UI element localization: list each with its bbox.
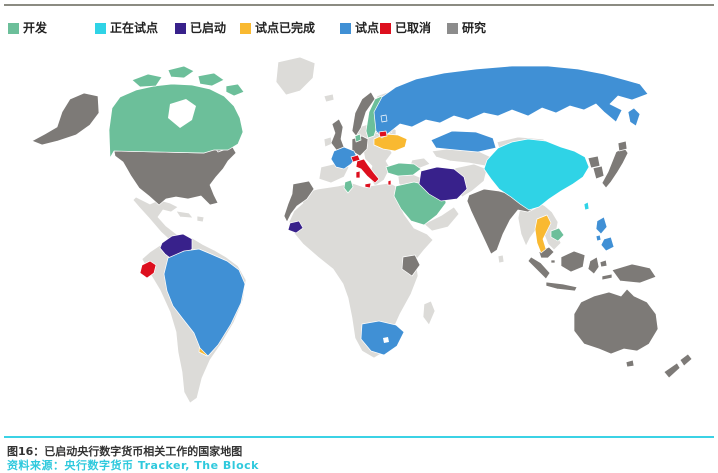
country-estonia [380,114,388,123]
country-brazil [163,248,246,357]
country-canada-arctic-islands [167,65,195,79]
country-kazakhstan [430,130,497,153]
legend-item-launched: 已启动 [175,21,226,35]
country-philippines [595,234,602,242]
piloting-swatch-icon [95,22,106,34]
country-russia [373,65,649,139]
legend-label: 已启动 [190,21,227,35]
country-morocco [283,180,315,223]
legend-label: 试点 [355,21,380,35]
legend-item-research: 研究 [447,21,486,35]
country-denmark [354,133,362,143]
island-java [545,281,578,292]
country-malaysia [538,246,555,259]
launched-swatch-icon [175,22,186,34]
continent-africa [288,182,434,359]
country-turkey [385,162,422,177]
legend-label: 开发 [23,21,48,35]
legend-label: 正在试点 [110,21,159,35]
legend-item-pilot-completed: 试点已完成 [240,21,315,35]
country-japan-hokkaido [617,140,628,152]
legend-item-cancelled: 已取消 [380,21,431,35]
country-kenya [401,254,421,277]
legend-label: 试点已完成 [255,21,316,35]
legend-label: 研究 [462,21,487,35]
country-senegal [287,220,304,234]
island-borneo [560,250,586,273]
country-philippines [595,216,608,235]
country-italy [355,158,380,184]
country-canada-arctic-islands [197,72,225,87]
country-canada-arctic-islands [131,73,163,88]
legend-label: 已取消 [395,21,432,35]
country-canada-arctic-islands [225,83,245,97]
country-australia [573,288,659,355]
country-ireland [323,136,333,148]
country-cuba [175,210,194,219]
bottom-divider-rule [4,436,714,438]
pilot-swatch-icon [340,22,351,34]
country-thailand [534,214,552,254]
island-sulawesi [587,256,600,275]
country-hispaniola [196,215,205,223]
country-north-korea [587,155,601,169]
figure-caption: 图16：已启动央行数字货币相关工作的国家地图 [7,445,243,458]
island-moluccas [601,273,613,281]
country-iran [418,166,468,202]
country-new-zealand-south [663,362,681,379]
world-map [31,56,693,404]
country-france [330,146,358,170]
country-greenland [275,56,316,96]
island-sicily [364,182,372,189]
island-sakhalin [627,107,641,127]
development-swatch-icon [8,22,19,34]
country-japan [601,146,629,189]
hudson-bay [168,99,196,128]
country-ukraine [373,133,408,152]
country-switzerland [350,154,361,163]
country-taiwan [583,201,590,211]
cancelled-swatch-icon [380,22,391,34]
country-singapore [550,259,556,264]
country-alaska [31,92,100,146]
country-philippines [600,236,615,252]
island-tasmania [625,359,635,368]
country-lesotho [383,337,389,343]
island-sardinia [355,170,361,179]
country-tunisia [343,179,354,194]
legend-item-development: 开发 [8,21,47,35]
research-swatch-icon [447,22,458,34]
pilot-completed-swatch-icon [240,22,251,34]
island-timor [599,259,608,268]
top-divider-rule [4,4,714,6]
country-uk [330,118,345,152]
country-ecuador [139,260,157,279]
legend-item-piloting: 正在试点 [95,21,158,35]
country-new-zealand-north [679,353,693,367]
island-new-guinea [611,263,657,284]
country-cambodia [550,227,565,242]
country-madagascar [422,300,436,326]
country-south-africa [360,320,405,356]
country-china [483,138,590,211]
country-iceland [323,93,335,103]
figure-source: 资料来源：央行数字货币 Tracker, The Block [7,459,259,472]
country-south-korea [592,165,605,180]
legend-item-pilot: 试点 [340,21,379,35]
country-sri-lanka [497,254,505,264]
country-israel [387,179,392,186]
country-yemen-oman [423,206,460,232]
country-lithuania [378,130,388,138]
island-sumatra [527,256,551,280]
